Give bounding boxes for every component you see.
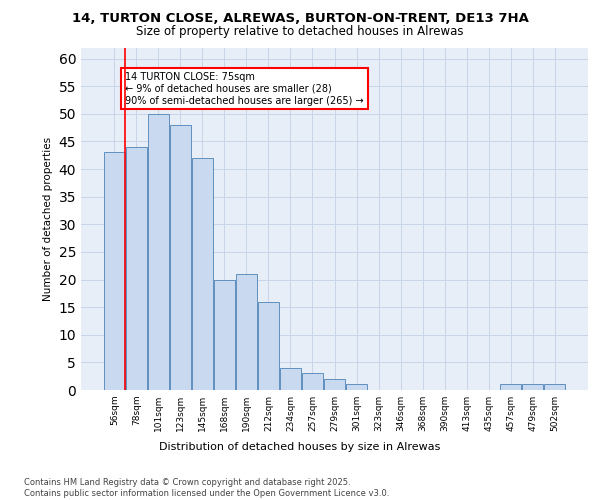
Bar xyxy=(523,384,543,390)
Bar xyxy=(500,384,521,390)
Text: Distribution of detached houses by size in Alrewas: Distribution of detached houses by size … xyxy=(160,442,440,452)
Bar xyxy=(104,152,125,390)
Y-axis label: Number of detached properties: Number of detached properties xyxy=(43,136,53,301)
Bar xyxy=(258,302,278,390)
Text: 14, TURTON CLOSE, ALREWAS, BURTON-ON-TRENT, DE13 7HA: 14, TURTON CLOSE, ALREWAS, BURTON-ON-TRE… xyxy=(71,12,529,25)
Bar xyxy=(324,379,345,390)
Bar xyxy=(280,368,301,390)
Text: 14 TURTON CLOSE: 75sqm
← 9% of detached houses are smaller (28)
90% of semi-deta: 14 TURTON CLOSE: 75sqm ← 9% of detached … xyxy=(125,72,364,106)
Bar xyxy=(544,384,565,390)
Bar xyxy=(214,280,235,390)
Text: Contains HM Land Registry data © Crown copyright and database right 2025.
Contai: Contains HM Land Registry data © Crown c… xyxy=(24,478,389,498)
Bar xyxy=(236,274,257,390)
Bar xyxy=(126,147,146,390)
Bar xyxy=(346,384,367,390)
Bar xyxy=(192,158,212,390)
Bar xyxy=(302,374,323,390)
Bar xyxy=(170,125,191,390)
Bar xyxy=(148,114,169,390)
Text: Size of property relative to detached houses in Alrewas: Size of property relative to detached ho… xyxy=(136,25,464,38)
